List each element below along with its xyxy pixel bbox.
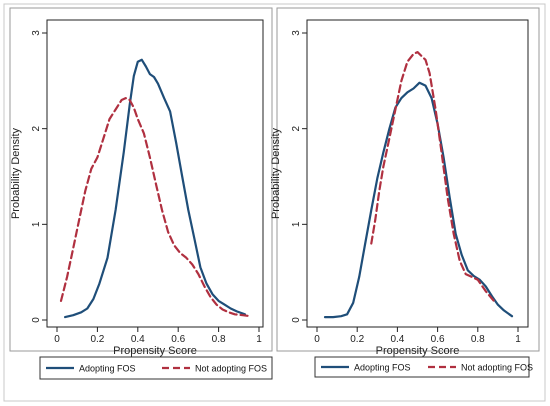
x-axis-title: Propensity Score xyxy=(113,345,197,357)
legend-label: Not adopting FOS xyxy=(461,363,533,373)
x-tick-label: 0 xyxy=(54,334,60,345)
legend-label: Not adopting FOS xyxy=(195,364,267,374)
x-tick-label: 0.2 xyxy=(350,334,364,345)
legend-box xyxy=(39,356,273,380)
y-tick-label: 0 xyxy=(31,317,42,323)
series-line-not-adopting xyxy=(59,96,252,318)
y-tick-label: 2 xyxy=(31,125,42,131)
x-axis-title: Propensity Score xyxy=(376,345,460,357)
plot-area xyxy=(46,19,264,328)
y-tick-label: 3 xyxy=(291,30,302,36)
plot-area xyxy=(306,19,529,328)
x-tick-label: 1 xyxy=(256,334,262,345)
y-tick-label: 3 xyxy=(31,30,42,36)
legend-label: Adopting FOS xyxy=(354,363,411,373)
series-line-adopting xyxy=(63,58,246,319)
chart-panel-1: 0 0.2 0.4 0.6 0.8 1 0 1 2 3 Propensity Score Probab… xyxy=(9,7,273,380)
x-tick-label: 1 xyxy=(515,334,521,345)
y-tick-label: 0 xyxy=(291,317,302,323)
x-tick-label: 0.4 xyxy=(131,334,145,345)
x-tick-label: 0.2 xyxy=(90,334,104,345)
legend-label: Adopting FOS xyxy=(79,364,136,374)
y-tick-label: 2 xyxy=(291,125,302,131)
x-tick-label: 0.8 xyxy=(212,334,226,345)
x-tick-label: 0.8 xyxy=(471,334,485,345)
y-tick-label: 1 xyxy=(31,221,42,227)
legend: Adopting FOS Not adopting FOS xyxy=(314,356,533,378)
chart-panel-2: 0 0.2 0.4 0.6 0.8 1 0 1 2 3 Propensity Score Probab… xyxy=(270,7,540,378)
x-tick-label: 0 xyxy=(314,334,320,345)
series-line-not-adopting xyxy=(370,50,495,302)
y-axis-title: Probability Density xyxy=(10,127,22,219)
y-tick-label: 1 xyxy=(291,221,302,227)
legend: Adopting FOS Not adopting FOS xyxy=(39,356,273,380)
series-line-adopting xyxy=(323,81,514,319)
x-tick-label: 0.4 xyxy=(390,334,404,345)
legend-box xyxy=(314,356,530,378)
x-tick-label: 0.6 xyxy=(431,334,445,345)
x-tick-label: 0.6 xyxy=(171,334,185,345)
y-axis-title: Probability Density xyxy=(270,127,282,219)
